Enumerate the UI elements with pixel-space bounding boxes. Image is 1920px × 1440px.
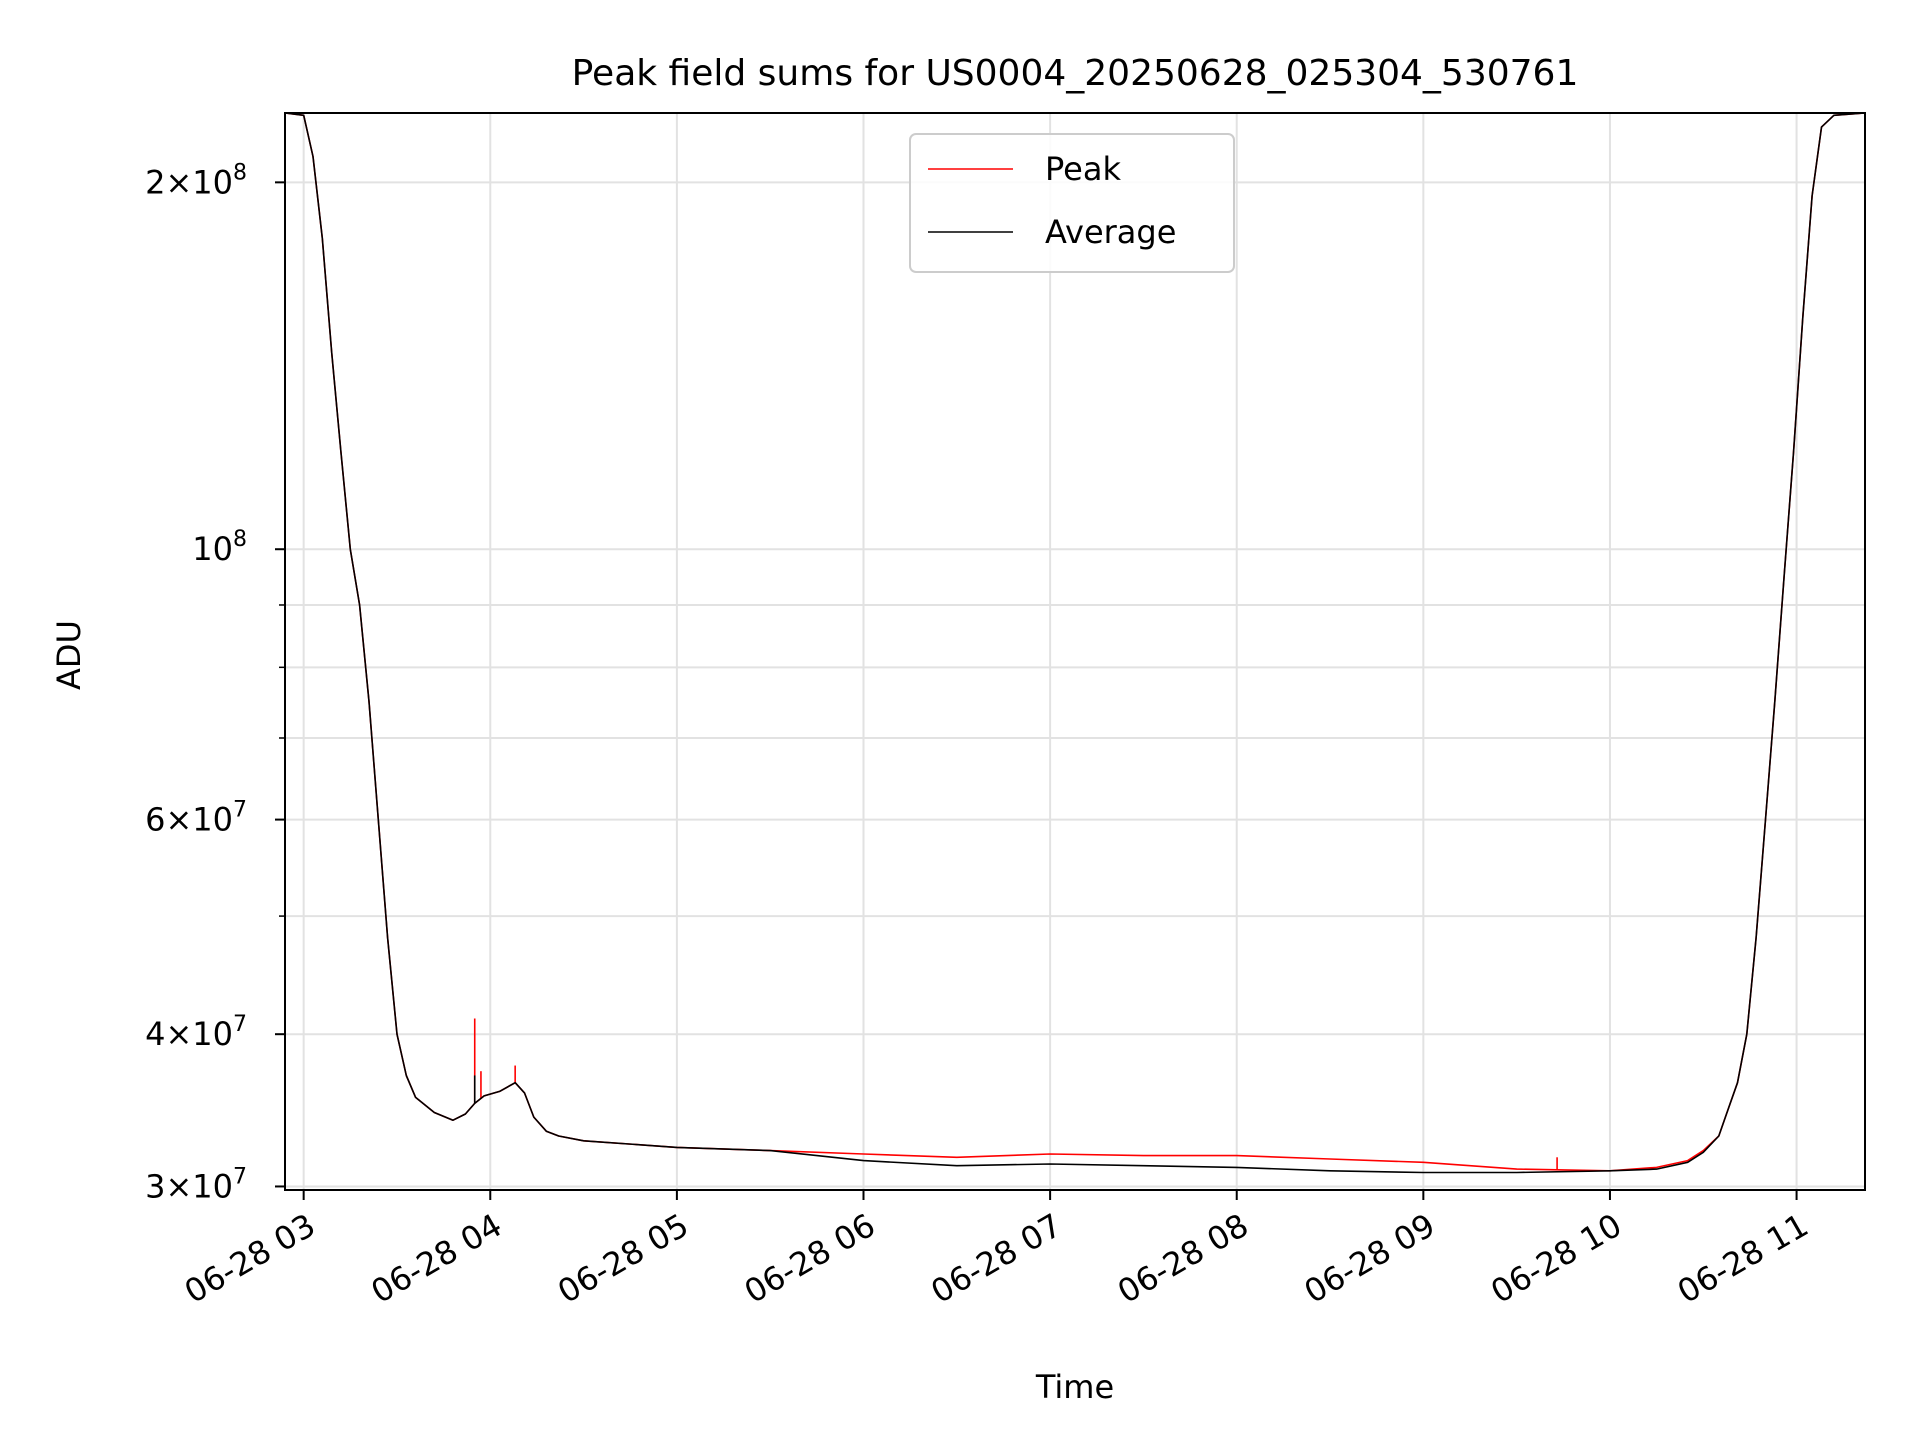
chart-title: Peak field sums for US0004_20250628_0253…	[572, 53, 1579, 94]
y-tick-label: 108	[192, 527, 247, 568]
y-axis-label: ADU	[50, 620, 88, 690]
y-tick-label: 3×107	[145, 1164, 247, 1205]
series-group	[285, 113, 1865, 1174]
y-tick-label: 6×107	[145, 798, 247, 839]
series-clip	[285, 113, 1865, 1174]
legend: Peak Average	[909, 133, 1235, 273]
series-line-average	[285, 113, 1865, 1174]
plot-frame	[284, 112, 1866, 1191]
y-tick-label: 2×108	[145, 160, 247, 201]
legend-label-average: Average	[1045, 213, 1176, 251]
y-tick-label: 4×107	[145, 1012, 247, 1053]
legend-label-peak: Peak	[1045, 150, 1121, 188]
x-axis-label: Time	[1035, 1368, 1114, 1406]
